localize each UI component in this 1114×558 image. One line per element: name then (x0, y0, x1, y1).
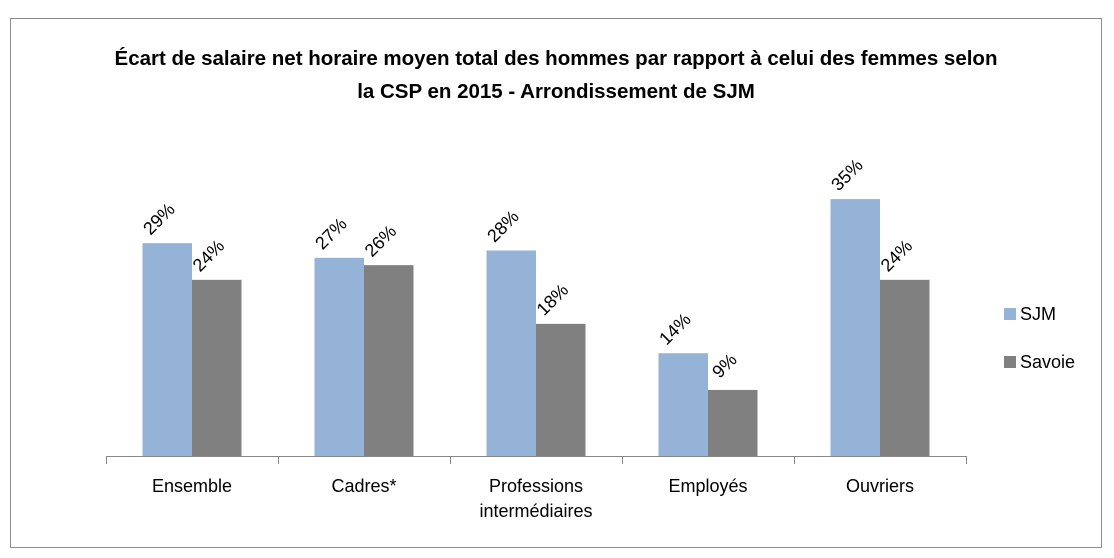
bar (708, 389, 758, 456)
bar (364, 265, 414, 456)
x-tick-label: Ouvriers (845, 476, 914, 496)
x-tick-label: Ensemble (151, 476, 233, 496)
bar (192, 279, 242, 456)
chart-title: Écart de salaire net horaire moyen total… (114, 47, 998, 103)
bar (658, 353, 708, 456)
x-tick-label: Employés (668, 476, 748, 496)
legend-swatch (1004, 356, 1016, 368)
bar (142, 243, 192, 456)
bar (314, 257, 364, 456)
x-tick-label: Cadres* (331, 476, 397, 496)
bar (830, 199, 880, 456)
legend-swatch (1004, 308, 1016, 320)
bar (486, 250, 536, 456)
legend-label: SJM (1020, 304, 1056, 324)
legend-label: Savoie (1020, 352, 1075, 372)
bar (536, 323, 586, 456)
bar (880, 279, 930, 456)
x-tick-label: Professions intermédiaires (479, 476, 593, 521)
